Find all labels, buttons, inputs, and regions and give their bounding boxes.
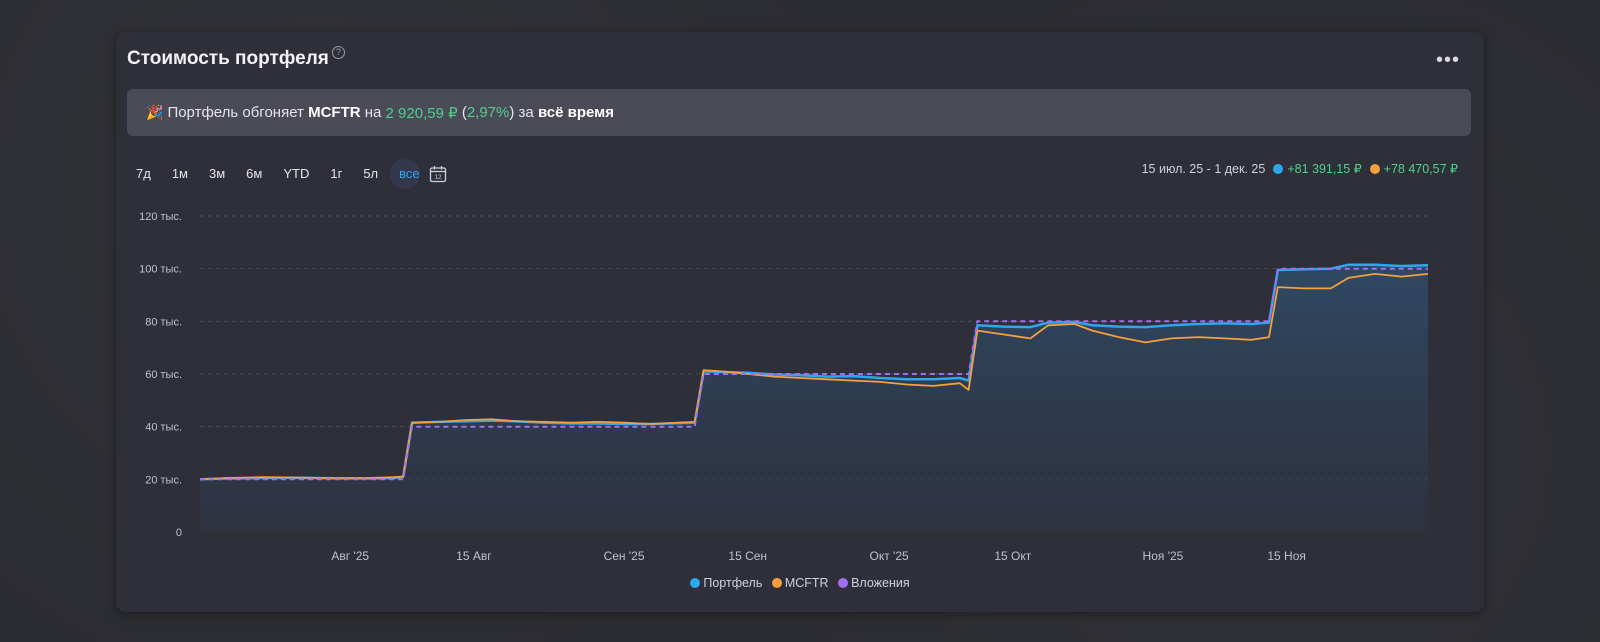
banner-pct-close: ) за bbox=[509, 104, 538, 121]
card-title: Стоимость портфеля bbox=[127, 48, 329, 69]
banner-benchmark: MCFTR bbox=[308, 104, 361, 121]
x-tick-label: Окт '25 bbox=[869, 549, 909, 563]
legend-contributions[interactable]: Вложения bbox=[838, 576, 910, 590]
contributions-line bbox=[200, 267, 1428, 481]
y-tick-label: 120 тыс. bbox=[139, 211, 182, 223]
legend-portfolio-label: Портфель bbox=[703, 576, 763, 590]
banner-period: всё время bbox=[537, 104, 615, 121]
legend-mcftr-label: MCFTR bbox=[784, 576, 829, 590]
y-tick-label: 20 тыс. bbox=[145, 474, 182, 486]
legend-mcftr[interactable]: MCFTR bbox=[771, 576, 829, 590]
y-tick-label: 0 bbox=[176, 527, 182, 539]
title-row: Стоимость портфеля ? bbox=[127, 46, 345, 70]
x-tick-label: 15 Окт bbox=[994, 549, 1031, 563]
range-ytd[interactable]: YTD bbox=[283, 166, 310, 181]
legend-portfolio[interactable]: Портфель bbox=[690, 576, 762, 590]
range-7d[interactable]: 7д bbox=[136, 166, 151, 181]
period-summary: 15 июл. 25 - 1 дек. 25 +81 391,15 ₽ +78 … bbox=[1141, 161, 1458, 177]
party-icon: 🎉 bbox=[146, 104, 164, 120]
banner-pct-open: ( bbox=[457, 104, 467, 121]
portfolio-change: +81 391,15 ₽ bbox=[1287, 162, 1362, 176]
portfolio-chart[interactable]: 0 20 тыс. 40 тыс. 60 тыс. 80 тыс. 100 тыс. 120… bbox=[116, 32, 1484, 592]
x-tick-label: 15 Ноя bbox=[1267, 549, 1306, 563]
y-tick-label: 40 тыс. bbox=[145, 422, 182, 434]
y-tick-label: 60 тыс. bbox=[145, 369, 182, 381]
x-tick-label: Ноя '25 bbox=[1143, 549, 1184, 563]
period-label: 15 июл. 25 - 1 дек. 25 bbox=[1141, 161, 1266, 176]
mcftr-dot bbox=[1369, 163, 1380, 174]
more-icon[interactable]: ••• bbox=[1435, 49, 1460, 71]
legend-contributions-label: Вложения bbox=[851, 576, 910, 590]
portfolio-dot bbox=[1273, 163, 1284, 174]
range-1m[interactable]: 1м bbox=[171, 166, 188, 181]
outperform-banner: 🎉 Портфель обгоняет MCFTR на 2 920,59 ₽ … bbox=[127, 89, 1471, 136]
portfolio-area bbox=[200, 264, 1428, 532]
y-tick-label: 100 тыс. bbox=[139, 264, 182, 276]
banner-prefix: Портфель обгоняет bbox=[167, 104, 309, 121]
range-6m[interactable]: 6м bbox=[246, 166, 263, 181]
x-tick-label: 15 Авг bbox=[456, 549, 492, 563]
range-1y[interactable]: 1г bbox=[330, 166, 343, 181]
x-tick-label: 15 Сен bbox=[728, 549, 767, 563]
mcftr-line bbox=[199, 273, 1429, 481]
calendar-icon[interactable]: 12 bbox=[429, 165, 447, 183]
portfolio-value-card: Стоимость портфеля ? ••• 🎉 Портфель обго… bbox=[116, 32, 1484, 612]
x-tick-label: Сен '25 bbox=[604, 549, 645, 563]
banner-on: на bbox=[360, 104, 386, 121]
help-icon[interactable]: ? bbox=[331, 46, 345, 59]
legend-contributions-dot bbox=[838, 578, 849, 588]
chart-legend: Портфель MCFTR Вложения bbox=[116, 576, 1484, 590]
y-tick-label: 80 тыс. bbox=[145, 316, 182, 328]
range-5y[interactable]: 5л bbox=[363, 166, 379, 181]
svg-text:12: 12 bbox=[435, 174, 443, 181]
range-all[interactable]: все bbox=[390, 159, 421, 189]
legend-mcftr-dot bbox=[771, 578, 782, 588]
x-tick-label: Авг '25 bbox=[331, 549, 369, 563]
range-selector: 7д 1м 3м 6м YTD 1г 5л все 12 bbox=[127, 159, 447, 189]
mcftr-change: +78 470,57 ₽ bbox=[1383, 162, 1458, 176]
range-3m[interactable]: 3м bbox=[209, 166, 226, 181]
banner-amount: 2 920,59 ₽ bbox=[385, 104, 458, 122]
banner-pct: 2,97% bbox=[466, 104, 510, 121]
legend-portfolio-dot bbox=[690, 578, 701, 588]
